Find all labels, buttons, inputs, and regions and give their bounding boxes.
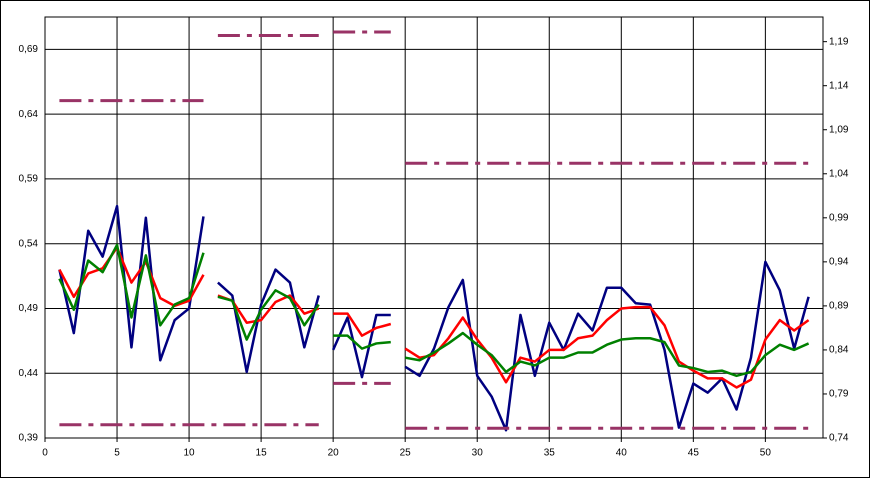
x-tick-label: 0 (42, 448, 48, 459)
y2-tick-label: 1,09 (829, 124, 849, 135)
x-tick-label: 15 (256, 448, 268, 459)
y2-tick-label: 1,19 (829, 36, 849, 47)
y2-tick-label: 0,89 (829, 301, 849, 312)
plot-border (44, 16, 824, 439)
series-line (332, 313, 391, 379)
series-line (58, 204, 205, 362)
y-tick-label: 0,39 (19, 433, 39, 444)
series-line (58, 243, 205, 327)
y-tick-label: 0,64 (19, 109, 39, 120)
y-tick-label: 0,49 (19, 303, 39, 314)
x-tick-label: 10 (184, 448, 196, 459)
series-line (333, 312, 392, 337)
y2-tick-label: 1,04 (829, 168, 849, 179)
y2-tick-label: 0,94 (829, 256, 849, 267)
x-tick-label: 20 (328, 448, 340, 459)
x-tick-label: 5 (114, 448, 120, 459)
x-tick-label: 25 (400, 448, 412, 459)
y2-tick-label: 0,79 (829, 389, 849, 400)
y-tick-label: 0,59 (19, 174, 39, 185)
y-tick-label: 0,44 (19, 368, 39, 379)
x-tick-label: 30 (472, 448, 484, 459)
x-tick-label: 45 (688, 448, 700, 459)
y-tick-label: 0,54 (19, 238, 39, 249)
x-tick-label: 50 (760, 448, 772, 459)
series-line (333, 334, 391, 350)
y2-tick-label: 0,84 (829, 345, 849, 356)
y2-tick-label: 0,74 (829, 433, 849, 444)
plot-area (45, 17, 823, 438)
x-tick-label: 40 (616, 448, 628, 459)
x-tick-label: 35 (544, 448, 556, 459)
series-line (404, 305, 810, 389)
y-tick-label: 0,69 (19, 44, 39, 55)
y2-tick-label: 1,14 (829, 80, 849, 91)
series-line (404, 260, 810, 432)
y2-tick-label: 0,99 (829, 212, 849, 223)
series-line (404, 331, 810, 378)
series-line (217, 289, 320, 341)
